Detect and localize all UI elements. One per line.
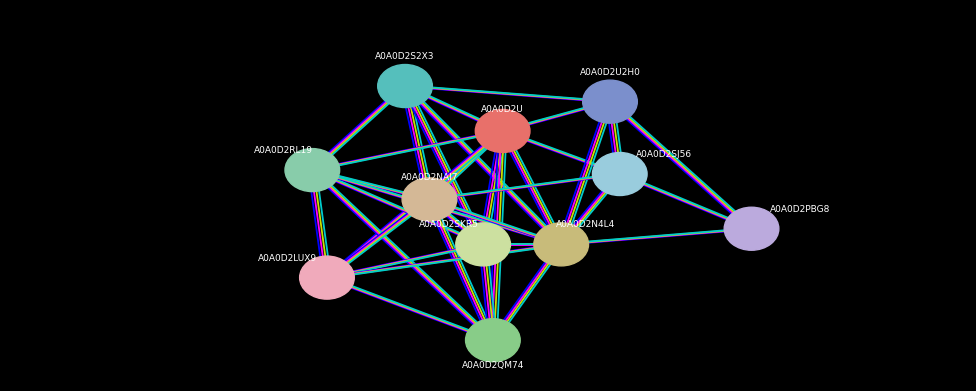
Text: A0A0D2U2H0: A0A0D2U2H0 bbox=[580, 68, 640, 77]
Ellipse shape bbox=[300, 256, 354, 299]
Text: A0A0D2SJ56: A0A0D2SJ56 bbox=[635, 150, 692, 159]
Text: A0A0D2PBG8: A0A0D2PBG8 bbox=[770, 204, 831, 214]
Text: A0A0D2RL19: A0A0D2RL19 bbox=[254, 146, 312, 155]
Text: A0A0D2SKR5: A0A0D2SKR5 bbox=[419, 220, 479, 230]
Ellipse shape bbox=[285, 149, 340, 192]
Text: A0A0D2U: A0A0D2U bbox=[481, 105, 524, 114]
Ellipse shape bbox=[592, 152, 647, 196]
Ellipse shape bbox=[724, 207, 779, 250]
Ellipse shape bbox=[534, 223, 589, 266]
Text: A0A0D2S2X3: A0A0D2S2X3 bbox=[376, 52, 434, 61]
Ellipse shape bbox=[475, 109, 530, 152]
Text: A0A0D2N4L4: A0A0D2N4L4 bbox=[556, 220, 615, 230]
Text: A0A0D2NAI7: A0A0D2NAI7 bbox=[401, 173, 458, 183]
Ellipse shape bbox=[402, 178, 457, 221]
Ellipse shape bbox=[378, 65, 432, 108]
Ellipse shape bbox=[583, 80, 637, 123]
Ellipse shape bbox=[456, 223, 510, 266]
Ellipse shape bbox=[466, 319, 520, 362]
Text: A0A0D2LUX9: A0A0D2LUX9 bbox=[259, 253, 317, 263]
Text: A0A0D2QM74: A0A0D2QM74 bbox=[462, 361, 524, 370]
